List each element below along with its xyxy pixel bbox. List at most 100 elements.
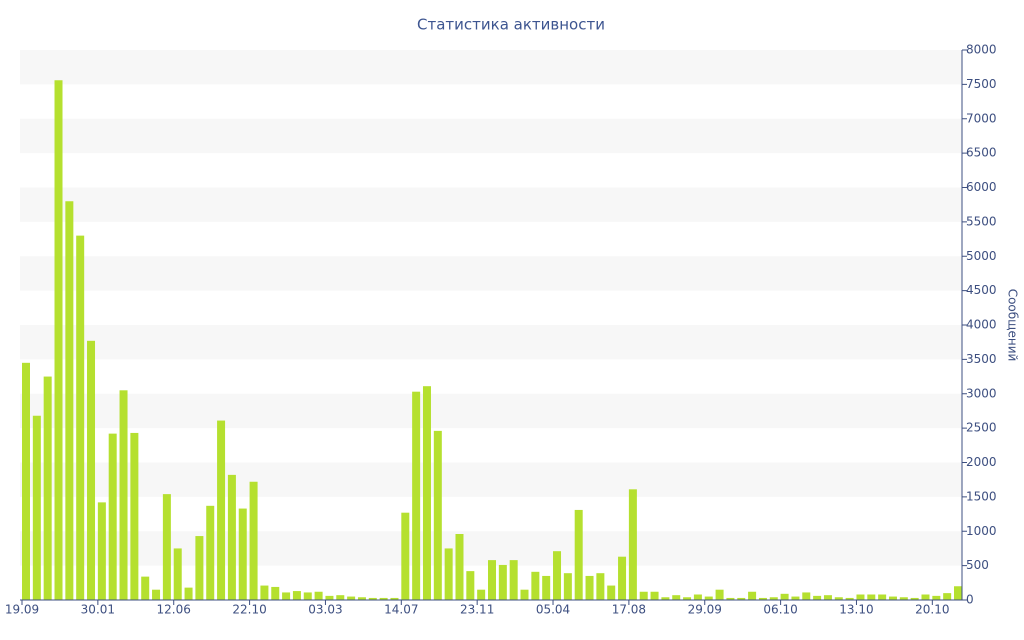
bar [845,597,854,600]
bar [726,597,735,600]
grid-band [20,118,962,154]
bar [87,340,96,600]
bar [737,597,746,600]
x-tick-label: 12.06 [157,603,191,617]
x-tick-label: 29.09 [688,603,722,617]
bar [954,586,962,600]
bar [888,596,897,600]
bar [932,595,941,600]
x-tick-label: 17.08 [612,603,646,617]
bar [195,536,204,600]
bar [325,595,334,600]
bar [65,201,74,600]
y-tick-label: 4500 [966,283,997,297]
y-tick-label: 7000 [966,111,997,125]
bar [217,420,226,600]
bar [282,592,291,600]
grid-band [20,393,962,429]
grid-band [20,325,962,360]
x-tick-label: 19.09 [5,603,39,617]
y-tick-label: 3500 [966,352,997,366]
bar [791,596,800,600]
bar [553,551,562,600]
bar [531,571,540,600]
bar [878,594,887,600]
grid-band [20,462,962,497]
bar [520,589,529,600]
y-tick-label: 3000 [966,386,997,400]
bar [390,597,399,600]
bar [54,80,63,600]
grid-band [20,187,962,222]
y-tick-label: 5000 [966,249,997,263]
bar [823,595,832,600]
bar [704,596,713,600]
y-tick-label: 6500 [966,146,997,160]
bar [574,509,583,600]
bar [910,597,919,600]
bar [260,585,269,600]
y-tick-label: 1500 [966,489,997,503]
bar [542,575,551,600]
x-tick-label: 20.10 [915,603,949,617]
grid-band [20,50,962,85]
y-tick-label: 1000 [966,524,997,538]
y-tick-label: 0 [966,593,974,607]
bar [368,597,377,600]
bar [22,362,30,600]
bar [477,589,486,600]
bar [271,586,280,600]
y-tick-label: 7500 [966,77,997,91]
bar [412,391,421,600]
bar [238,508,247,600]
bar [813,595,822,600]
bar [563,573,572,600]
x-tick-label: 14.07 [384,603,418,617]
y-tick-label: 4000 [966,318,997,332]
x-tick-label: 05.04 [536,603,570,617]
bar [184,587,193,600]
bar [921,594,930,600]
bar [802,592,811,600]
bar [867,594,876,600]
bar [607,585,616,600]
bar [379,597,388,600]
bar [108,433,117,600]
bar [119,390,128,600]
bar [347,596,356,600]
bar [661,597,670,600]
y-tick-label: 2000 [966,455,997,469]
bar [227,474,236,600]
bar [834,597,843,600]
bar [899,597,908,600]
bar [43,376,52,600]
x-tick-label: 30.01 [81,603,115,617]
bar [173,548,182,600]
y-tick-label: 500 [966,558,989,572]
bar [206,505,215,600]
bar [292,591,301,600]
bar [357,597,366,600]
bar [585,575,594,600]
bar [672,595,681,600]
bar [303,592,312,600]
bar [444,548,453,600]
bar [314,591,323,600]
bar [596,573,605,600]
bar [32,415,41,600]
bar [76,235,85,600]
bar [693,594,702,600]
bar [628,489,637,600]
grid-band [20,256,962,291]
x-tick-label: 23.11 [460,603,494,617]
bar [466,571,475,600]
x-tick-label: 06.10 [763,603,797,617]
bar [509,560,518,600]
bar [152,589,161,600]
bar [401,512,410,600]
y-tick-label: 6000 [966,180,997,194]
x-tick-label: 22.10 [232,603,266,617]
bar [758,597,767,600]
